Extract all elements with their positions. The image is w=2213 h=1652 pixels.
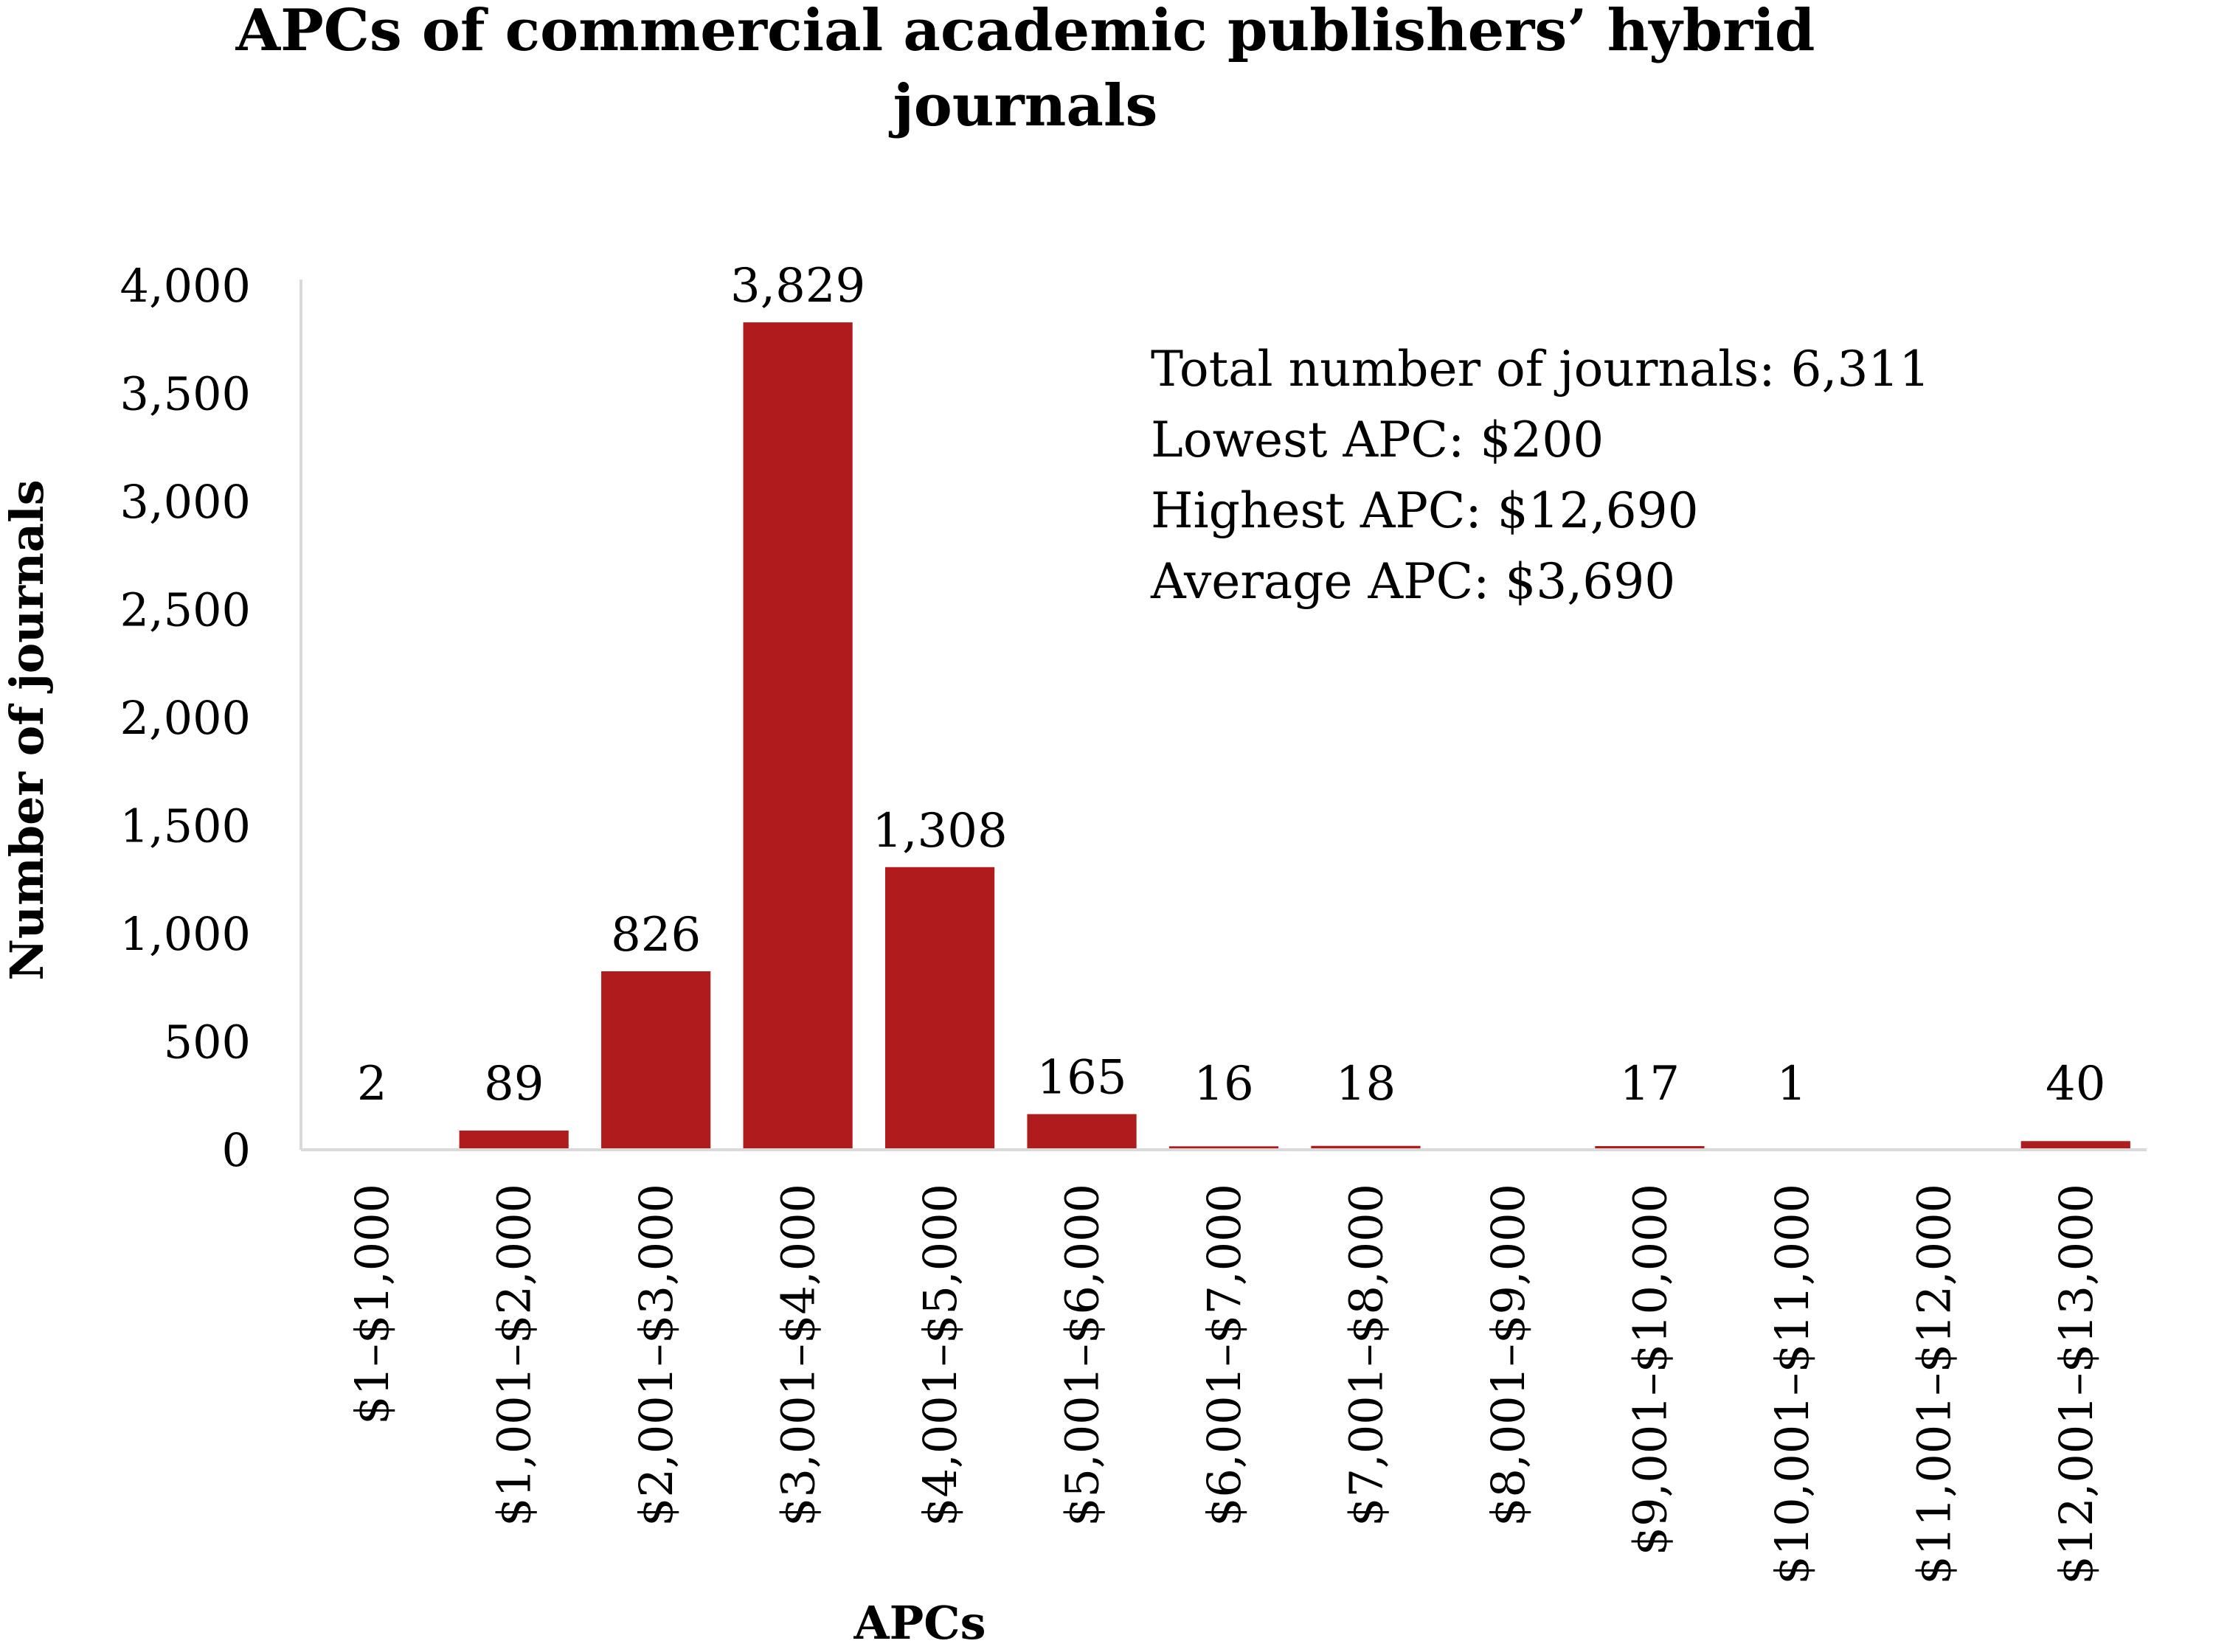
x-tick-label: $2,001–$3,000 bbox=[629, 1184, 683, 1527]
bar bbox=[1027, 1114, 1136, 1150]
y-tick-label: 1,500 bbox=[120, 799, 252, 853]
data-label: 165 bbox=[1036, 1051, 1126, 1106]
y-tick-label: 3,500 bbox=[120, 367, 252, 421]
chart-title-line-2: journals bbox=[889, 72, 1158, 139]
data-label: 40 bbox=[2046, 1057, 2105, 1111]
y-tick-label: 2,000 bbox=[120, 691, 252, 745]
annotation-highest: Highest APC: $12,690 bbox=[1151, 482, 1699, 539]
x-tick-label: $8,001–$9,000 bbox=[1481, 1184, 1535, 1527]
x-tick-label: $1–$1,000 bbox=[345, 1184, 399, 1425]
x-axis-label: APCs bbox=[853, 1596, 986, 1649]
x-tick-label: $6,001–$7,000 bbox=[1197, 1184, 1251, 1527]
y-tick-label: 4,000 bbox=[120, 259, 252, 313]
data-label: 1 bbox=[1776, 1057, 1807, 1111]
data-label: 2 bbox=[357, 1057, 387, 1111]
y-tick-label: 0 bbox=[222, 1123, 251, 1177]
x-tick-label: $10,001–$11,000 bbox=[1765, 1184, 1819, 1585]
chart-title: APCs of commercial academic publishers’ … bbox=[235, 0, 1815, 139]
x-tick-label: $5,001–$6,000 bbox=[1056, 1184, 1109, 1527]
data-label: 1,308 bbox=[872, 804, 1007, 858]
x-tick-label: $12,001–$13,000 bbox=[2049, 1184, 2103, 1585]
x-tick-label: $11,001–$12,000 bbox=[1907, 1184, 1961, 1585]
data-label: 17 bbox=[1620, 1057, 1680, 1111]
x-tick-label: $9,001–$10,000 bbox=[1623, 1184, 1677, 1555]
bar bbox=[460, 1131, 569, 1150]
bar bbox=[885, 867, 994, 1150]
x-tick-label: $4,001–$5,000 bbox=[913, 1184, 967, 1527]
x-tick-label: $1,001–$2,000 bbox=[488, 1184, 541, 1527]
data-label: 3,829 bbox=[730, 259, 865, 313]
y-tick-label: 2,500 bbox=[120, 583, 252, 637]
y-axis-label: Number of journals bbox=[0, 479, 54, 980]
y-tick-label: 500 bbox=[164, 1016, 251, 1069]
y-tick-label: 3,000 bbox=[120, 475, 252, 529]
data-label: 826 bbox=[611, 908, 701, 962]
data-label: 18 bbox=[1336, 1057, 1396, 1111]
bar bbox=[744, 322, 853, 1150]
summary-annotation: Total number of journals: 6,311 Lowest A… bbox=[1150, 341, 1930, 610]
data-label: 89 bbox=[484, 1057, 544, 1111]
y-tick-label: 1,000 bbox=[120, 907, 252, 961]
bar bbox=[601, 971, 710, 1150]
data-label: 16 bbox=[1194, 1057, 1253, 1111]
y-axis: 0 500 1,000 1,500 2,000 2,500 3,000 3,500 4,000 bbox=[120, 259, 302, 1177]
annotation-total: Total number of journals: 6,311 bbox=[1151, 341, 1930, 398]
annotation-lowest: Lowest APC: $200 bbox=[1151, 412, 1604, 468]
x-axis: $1–$1,000 $1,001–$2,000 $2,001–$3,000 $3,00… bbox=[301, 1150, 2147, 1585]
x-tick-label: $3,001–$4,000 bbox=[772, 1184, 825, 1527]
x-tick-label: $7,001–$8,000 bbox=[1339, 1184, 1393, 1527]
chart-title-line-1: APCs of commercial academic publishers’ … bbox=[235, 0, 1815, 64]
annotation-average: Average APC: $3,690 bbox=[1150, 553, 1675, 610]
